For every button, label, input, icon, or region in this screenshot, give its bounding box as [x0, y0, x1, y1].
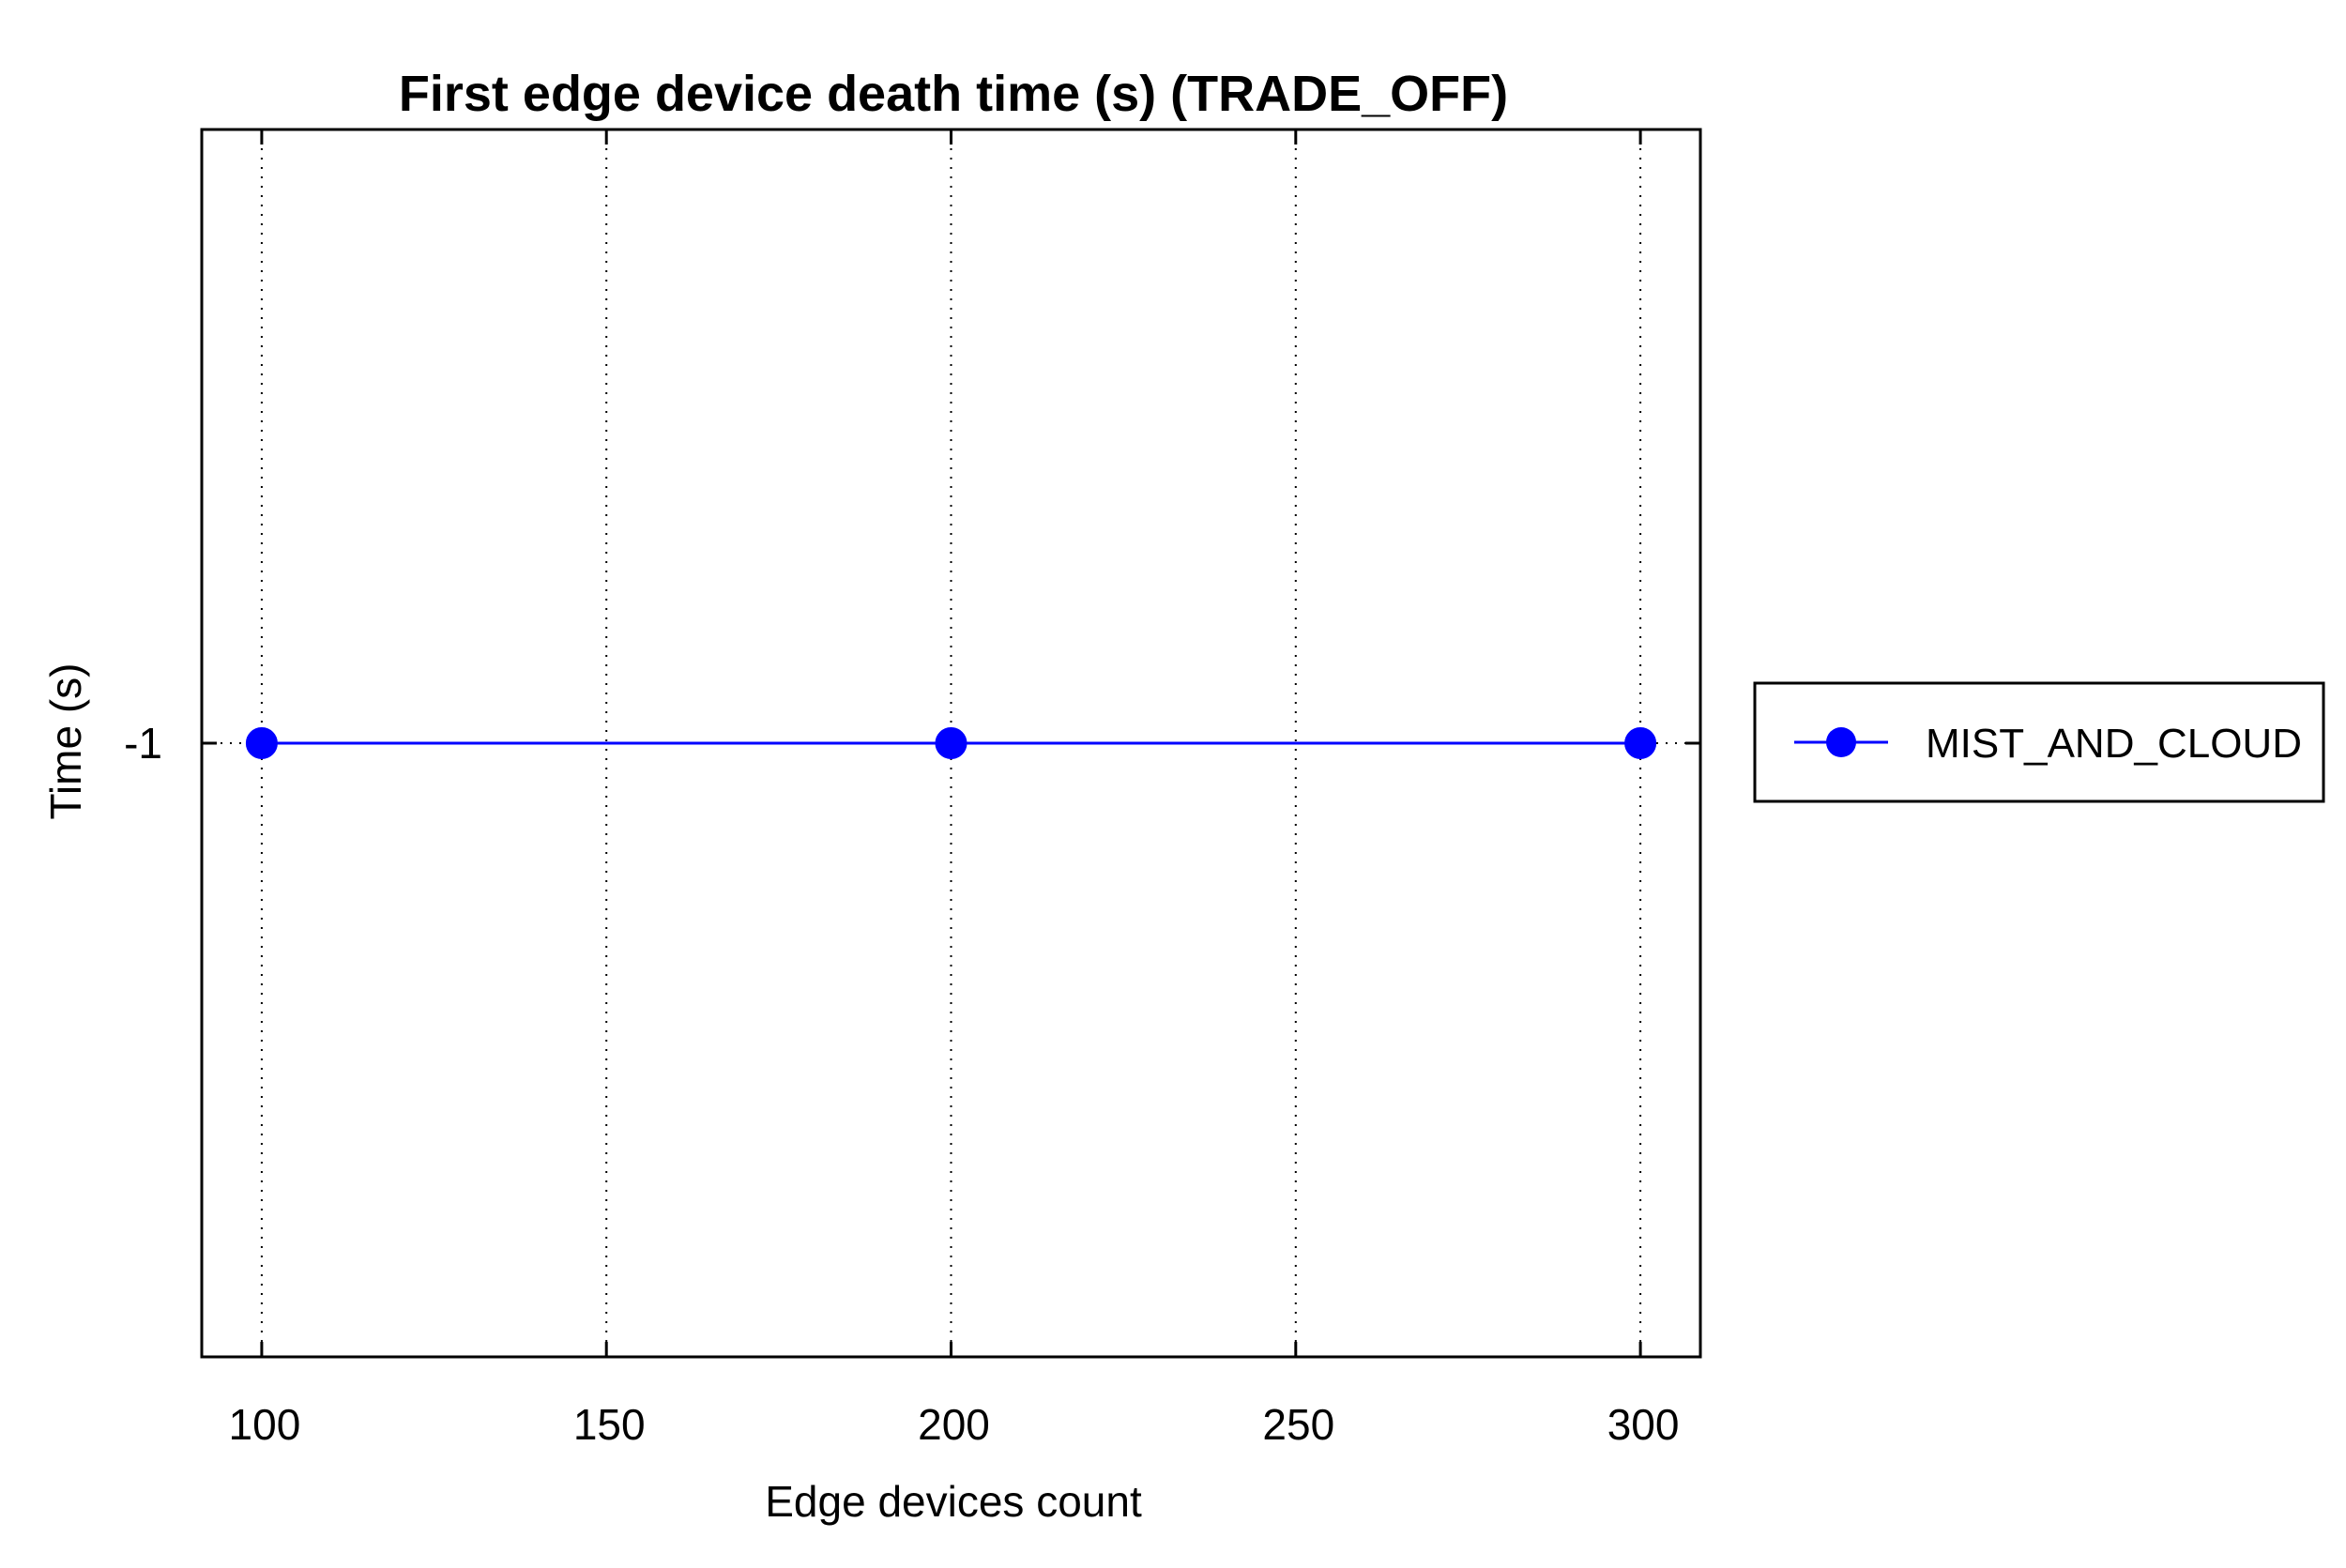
y-axis-ticks: -1: [124, 719, 1700, 768]
legend-marker-swatch: [1826, 727, 1856, 757]
x-tick-label: 300: [1607, 1400, 1680, 1449]
legend: MIST_AND_CLOUD: [1753, 681, 2325, 803]
y-tick-label: -1: [124, 719, 162, 768]
legend-label: MIST_AND_CLOUD: [1926, 721, 2302, 767]
chart-title: First edge device death time (s) (TRADE_…: [399, 66, 1508, 122]
x-tick-label: 100: [229, 1400, 301, 1449]
x-tick-label: 250: [1262, 1400, 1334, 1449]
data-point: [245, 727, 278, 759]
series-layer: [245, 727, 1657, 759]
data-point: [935, 727, 967, 759]
data-point: [1624, 727, 1657, 759]
y-axis-label: Time (s): [41, 663, 90, 820]
x-tick-label: 150: [573, 1400, 646, 1449]
x-tick-label: 200: [918, 1400, 990, 1449]
x-axis-ticks: 100 150 200 250 300: [229, 129, 1680, 1449]
x-axis-label: Edge devices count: [765, 1477, 1142, 1526]
